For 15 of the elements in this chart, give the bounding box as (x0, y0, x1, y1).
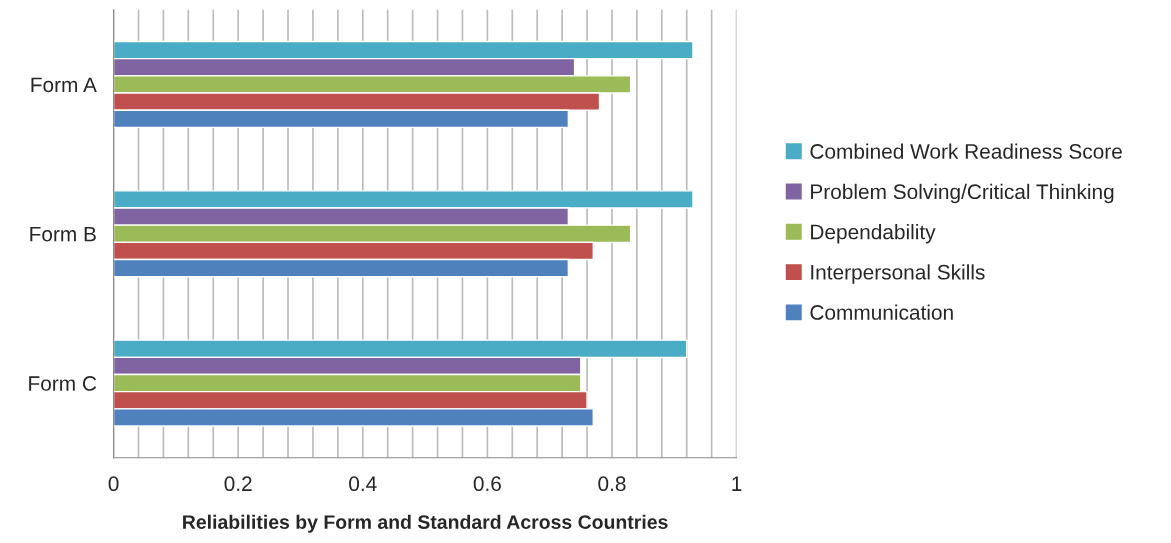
legend-label: Combined Work Readiness Score (810, 143, 1122, 159)
x-tick-label: 0.2 (224, 476, 252, 492)
y-tick-label: Form B (30, 226, 96, 242)
x-tick-label: 0.4 (349, 476, 377, 492)
x-tick-label: 0.6 (473, 476, 501, 492)
legend-label: Communication (810, 304, 953, 320)
y-tick-label: Form C (29, 376, 97, 391)
x-tick-label: 1 (732, 476, 742, 491)
y-tick-label: Form A (31, 77, 97, 93)
x-tick-label: 0.8 (598, 476, 626, 492)
legend-label: Dependability (811, 224, 936, 244)
legend-label: Problem Solving/Critical Thinking (811, 183, 1114, 204)
legend-label: Interpersonal Skills (811, 264, 985, 284)
x-axis-title: Reliabilities by Form and Standard Across Countries (183, 514, 668, 533)
x-tick-label: 0 (108, 476, 119, 492)
